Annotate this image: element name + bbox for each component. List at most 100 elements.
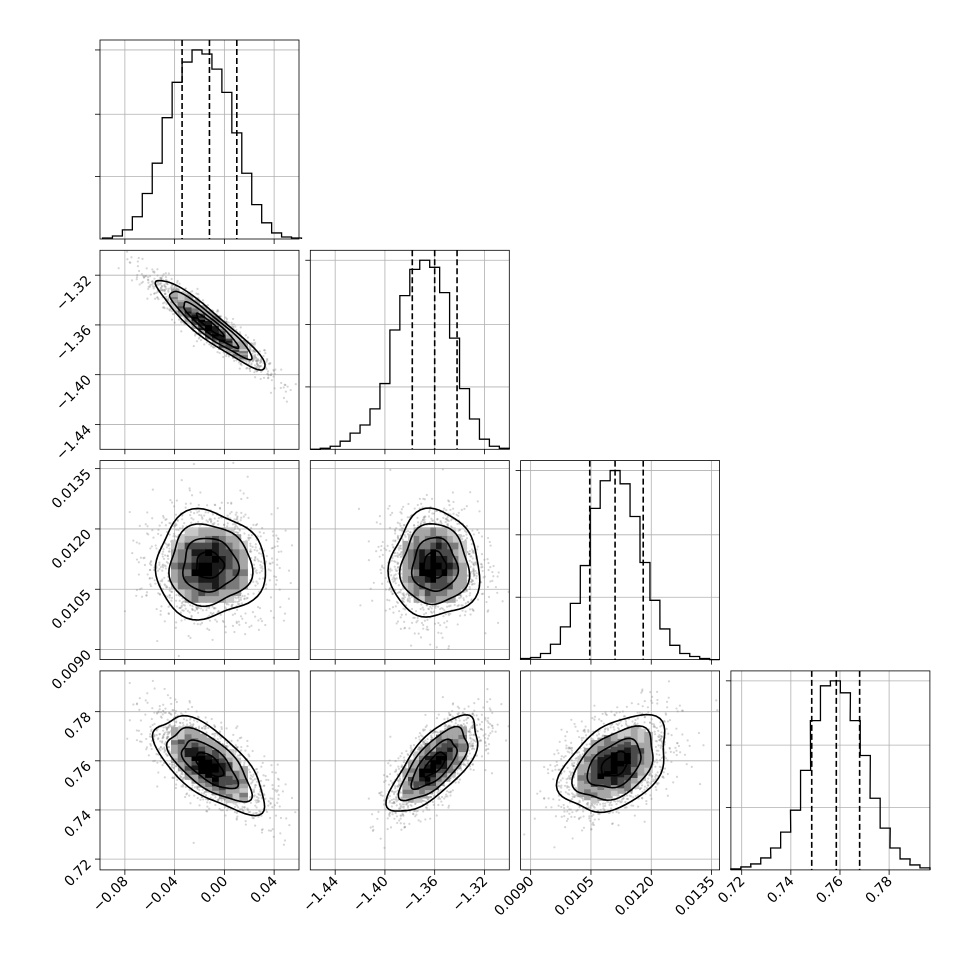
density-cell	[402, 789, 411, 799]
scatter-point	[485, 600, 488, 604]
scatter-point	[189, 636, 192, 639]
scatter-point	[582, 736, 585, 739]
scatter-point	[232, 733, 235, 736]
scatter-point	[166, 737, 169, 740]
scatter-point	[196, 287, 199, 290]
scatter-point	[624, 722, 628, 725]
axes-frame	[730, 670, 931, 871]
scatter-point	[200, 792, 203, 795]
scatter-point	[236, 527, 240, 530]
scatter-point	[427, 796, 430, 799]
scatter-point	[393, 791, 396, 794]
scatter-point	[473, 739, 476, 742]
scatter-point	[471, 557, 474, 560]
scatter-point	[584, 734, 588, 737]
scatter-point	[140, 733, 143, 736]
scatter-point	[662, 771, 665, 774]
scatter-point	[413, 632, 416, 635]
scatter-point	[165, 752, 168, 756]
contour-line	[422, 549, 448, 579]
x-tick-label: 0.04	[248, 873, 281, 906]
scatter-point	[444, 517, 447, 520]
scatter-point	[587, 730, 590, 733]
scatter-point	[243, 598, 246, 601]
scatter-point	[425, 628, 428, 631]
scatter-point	[174, 524, 177, 528]
scatter-point	[259, 535, 262, 538]
scatter-point	[179, 611, 182, 614]
scatter-point	[416, 516, 419, 519]
scatter-point	[497, 571, 500, 574]
density-panel-0-3: −0.08 −0.04 0.00 0.040.720.740.760.78	[61, 670, 300, 915]
scatter-point	[595, 803, 599, 806]
scatter-point	[227, 603, 230, 606]
scatter-point	[658, 765, 661, 768]
scatter-point	[367, 797, 370, 800]
density-cell	[232, 762, 242, 771]
scatter-point	[145, 746, 149, 749]
scatter-point	[264, 623, 267, 627]
scatter-point	[180, 619, 183, 622]
scatter-point	[246, 496, 249, 499]
scatter-point	[439, 797, 442, 800]
scatter-point	[252, 349, 255, 352]
scatter-point	[117, 267, 120, 270]
density-cell	[408, 554, 417, 563]
scatter-point	[472, 564, 476, 567]
scatter-point	[215, 620, 219, 623]
scatter-point	[388, 549, 391, 553]
scatter-point	[191, 608, 194, 611]
scatter-point	[610, 710, 613, 713]
scatter-point	[576, 730, 579, 733]
x-tick-label: 0.78	[863, 873, 896, 906]
scatter-point	[263, 549, 266, 552]
scatter-point	[157, 592, 160, 595]
scatter-point	[186, 292, 189, 295]
scatter-point	[149, 742, 152, 746]
scatter-point	[273, 372, 276, 375]
scatter-point	[151, 529, 154, 532]
scatter-point	[263, 793, 266, 797]
scatter-point	[401, 803, 404, 806]
density-cell	[402, 567, 411, 577]
scatter-point	[650, 718, 653, 721]
scatter-point	[483, 558, 486, 561]
scatter-point	[153, 297, 157, 300]
density-cell	[610, 743, 620, 753]
density-cell	[212, 741, 221, 750]
scatter-point	[600, 719, 603, 723]
scatter-point	[477, 531, 481, 534]
scatter-point	[446, 620, 449, 623]
scatter-point	[287, 569, 291, 572]
histogram-step	[101, 49, 303, 239]
density-cell	[452, 730, 462, 740]
scatter-point	[430, 497, 434, 500]
density-cell	[604, 757, 613, 766]
scatter-point	[170, 763, 174, 766]
scatter-point	[179, 774, 182, 777]
scatter-point	[388, 504, 391, 508]
scatter-point	[397, 554, 401, 557]
density-cell	[419, 777, 428, 786]
scatter-point	[390, 805, 393, 808]
scatter-point	[410, 621, 414, 624]
scatter-point	[565, 781, 568, 784]
scatter-point	[414, 737, 417, 740]
scatter-point	[588, 743, 591, 746]
scatter-point	[597, 818, 600, 821]
scatter-point	[128, 719, 131, 722]
density-cell	[218, 547, 228, 557]
scatter-point	[405, 593, 408, 596]
scatter-point	[446, 523, 450, 526]
scatter-point	[149, 561, 152, 564]
scatter-point	[625, 723, 628, 727]
scatter-point	[450, 519, 453, 522]
scatter-point	[143, 556, 146, 559]
scatter-point	[181, 609, 184, 612]
scatter-point	[205, 606, 209, 609]
scatter-point	[167, 289, 170, 292]
scatter-point	[199, 607, 203, 610]
scatter-point	[204, 727, 207, 730]
scatter-point	[489, 732, 492, 735]
scatter-point	[424, 725, 427, 729]
